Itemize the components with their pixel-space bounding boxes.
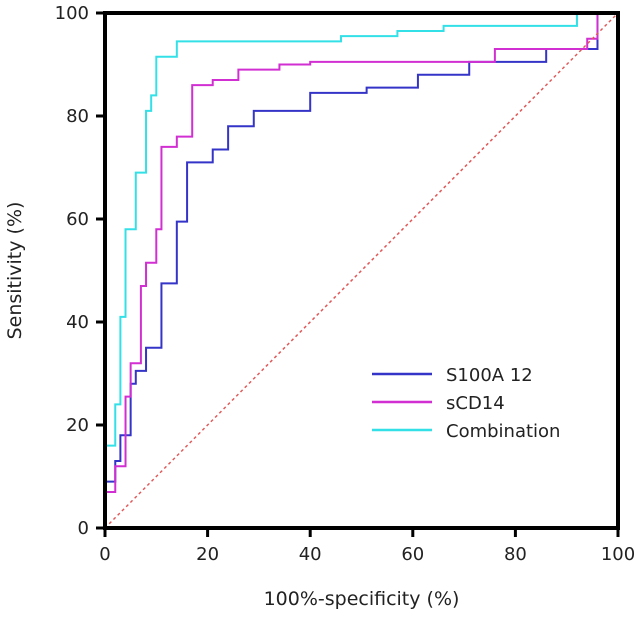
legend: S100A 12 sCD14 Combination xyxy=(372,365,560,442)
series-line-s100a-12 xyxy=(104,12,618,528)
x-tick-label: 100 xyxy=(601,544,635,565)
x-tick-label: 60 xyxy=(401,544,424,565)
x-tick-label: 0 xyxy=(99,544,110,565)
y-axis-title: Sensitivity (%) xyxy=(4,202,26,340)
y-tick-label: 20 xyxy=(66,415,89,436)
x-tick-label: 80 xyxy=(504,544,527,565)
axes-frame xyxy=(103,11,620,530)
series-line-reference xyxy=(104,12,619,529)
ticks-layer: 0 20 40 60 80 100 0 20 40 60 80 100 xyxy=(55,3,636,565)
series-line-combination xyxy=(104,12,618,528)
legend-label: S100A 12 xyxy=(446,365,533,386)
series-layer xyxy=(104,12,619,529)
y-tick-label: 40 xyxy=(66,312,89,333)
x-tick-label: 20 xyxy=(196,544,219,565)
y-tick-label: 80 xyxy=(66,106,89,127)
legend-label: Combination xyxy=(446,421,560,442)
legend-label: sCD14 xyxy=(446,393,505,414)
y-tick-label: 100 xyxy=(55,3,89,24)
series-line-scd14 xyxy=(104,12,618,528)
y-tick-label: 60 xyxy=(66,209,89,230)
x-axis-title: 100%-specificity (%) xyxy=(264,588,460,610)
y-tick-label: 0 xyxy=(78,518,89,539)
x-tick-label: 40 xyxy=(299,544,322,565)
